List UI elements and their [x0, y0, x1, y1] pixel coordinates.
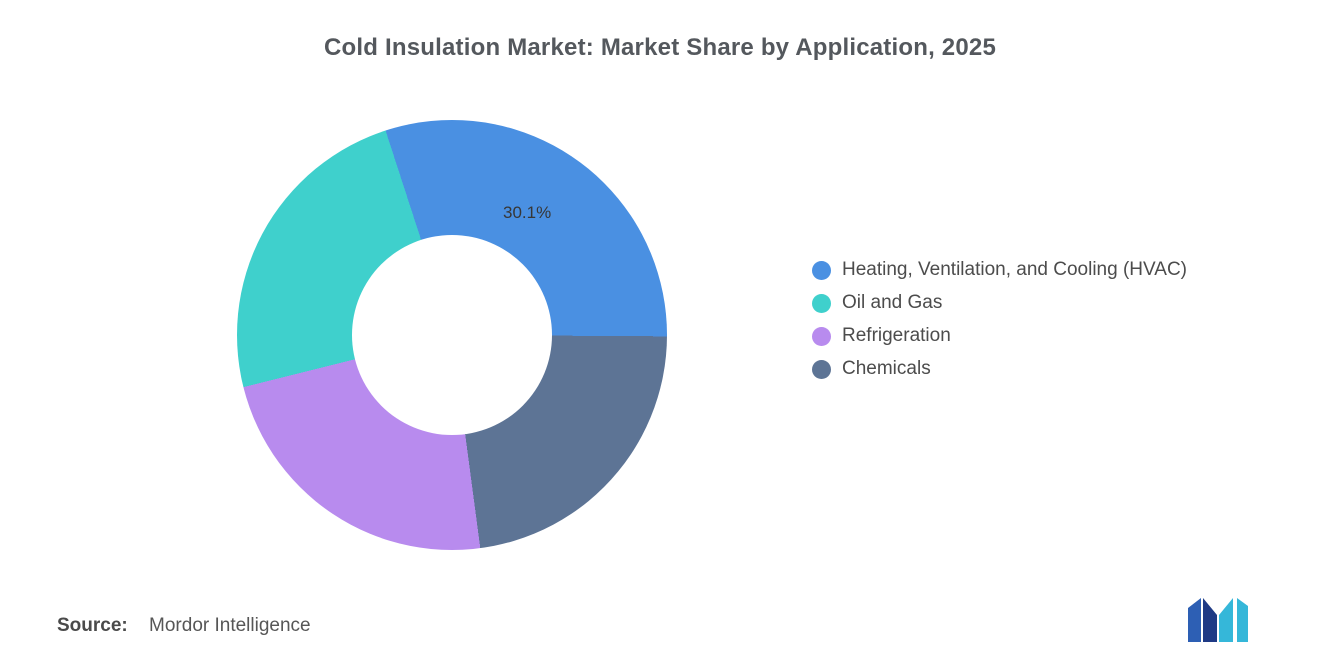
source-label: Source:: [57, 615, 128, 636]
legend-label: Chemicals: [842, 358, 931, 379]
legend-swatch: [812, 359, 831, 379]
source-value: Mordor Intelligence: [149, 615, 311, 636]
legend-item-hvac: Heating, Ventilation, and Cooling (HVAC): [812, 259, 1187, 281]
legend-swatch: [812, 260, 831, 280]
donut-chart: 30.1%: [237, 120, 667, 550]
legend-swatch: [812, 293, 831, 313]
legend-swatch: [812, 326, 831, 346]
legend-item-oil-and-gas: Oil and Gas: [812, 292, 1187, 314]
legend-item-refrigeration: Refrigeration: [812, 325, 1187, 347]
mordor-intelligence-logo: [1188, 598, 1248, 642]
slice-percent-label: 30.1%: [503, 203, 552, 222]
legend-label: Refrigeration: [842, 325, 951, 346]
chart-title: Cold Insulation Market: Market Share by …: [324, 34, 996, 61]
legend-label: Oil and Gas: [842, 292, 943, 313]
legend-item-chemicals: Chemicals: [812, 358, 1187, 380]
donut-hole: [352, 235, 552, 435]
chart-legend: Heating, Ventilation, and Cooling (HVAC)…: [812, 259, 1187, 391]
legend-label: Heating, Ventilation, and Cooling (HVAC): [842, 259, 1188, 280]
source-line: Source: Mordor Intelligence: [57, 615, 311, 637]
